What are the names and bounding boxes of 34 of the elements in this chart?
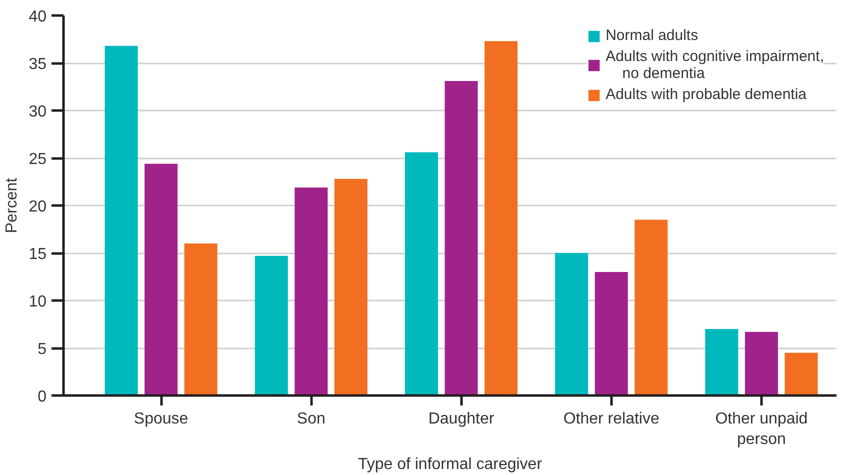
bar [634,220,668,396]
bar [484,41,518,396]
y-tick-label: 40 [28,8,47,26]
x-tick-label: Son [296,410,326,428]
bar [594,272,628,396]
y-tick-label: 5 [38,341,47,358]
x-tick-label: Other unpaid person [715,410,808,448]
bar [144,164,178,396]
bar [705,329,738,396]
y-tick-label: 35 [28,56,47,73]
bar [184,244,218,396]
y-tick-label: 30 [28,104,47,120]
y-tick-label: 10 [28,294,47,310]
x-tick-label: Spouse [134,410,188,428]
bar [555,253,588,396]
bar [104,46,138,396]
bar [744,332,778,396]
bar [444,81,478,396]
y-tick-label: 15 [28,246,47,263]
y-tick-label: 20 [28,198,47,216]
legend-label: Adults with cognitive impairment, no dementia [606,48,824,82]
y-tick-label: 25 [28,151,47,168]
legend-label: Normal adults [606,27,698,44]
bar [404,152,438,396]
y-tick-label: 0 [38,388,47,406]
bar [254,256,288,396]
bar [334,178,368,396]
x-axis-title: Type of informal caregiver [358,456,543,473]
x-tick-label: Daughter [428,410,495,428]
legend-label: Adults with probable dementia [606,86,807,103]
y-axis-title: Percent [4,177,21,234]
bar [294,187,328,396]
bar [784,352,818,396]
x-tick-label: Other relative [563,410,660,428]
